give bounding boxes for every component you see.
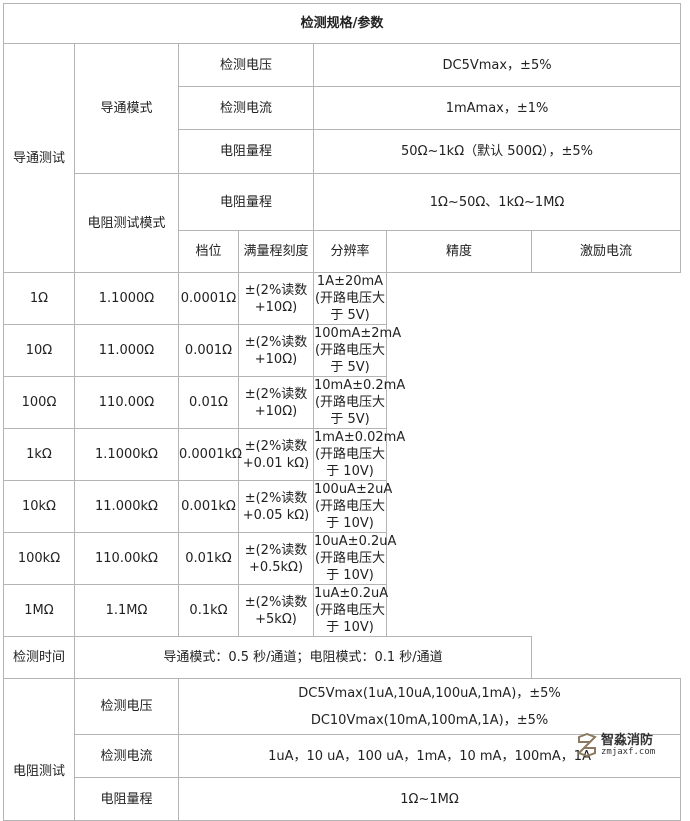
table-row: 1Ω 1.1000Ω 0.0001Ω ±(2%读数+10Ω) 1A±20mA (开路电压大… (3, 272, 681, 325)
resistance-mode-label: 电阻测试模式 (74, 173, 179, 273)
logo-icon (577, 733, 597, 757)
excitation-current: 10mA±0.2mA (314, 378, 406, 393)
table-cell: 10Ω (3, 324, 75, 377)
table-cell: 100uA±2uA (开路电压大于 10V) (313, 480, 393, 533)
column-header: 档位 (178, 230, 239, 273)
row-value: DC5Vmax，±5% (312, 43, 682, 87)
row-key: 电阻量程 (178, 129, 314, 174)
column-header: 分辨率 (313, 230, 387, 273)
row-value: 1mAmax，±1% (312, 86, 682, 130)
table-cell: 100Ω (3, 376, 75, 429)
open-circuit-voltage: (开路电压大于 5V) (314, 395, 386, 427)
table-cell: 1.1MΩ (74, 584, 179, 637)
table-cell: 0.01Ω (178, 376, 239, 429)
table-cell: ±(2%读数+10Ω) (238, 272, 314, 325)
table-cell: ±(2%读数+10Ω) (238, 376, 314, 429)
row-key: 检测电流 (178, 86, 314, 130)
table-row: 100kΩ 110.00kΩ 0.01kΩ ±(2%读数+0.5kΩ) 10uA±0.2… (3, 532, 681, 585)
table-row: 10kΩ 11.000kΩ 0.001kΩ ±(2%读数+0.05 kΩ) 100uA±… (3, 480, 681, 533)
row-value: 50Ω~1kΩ（默认 500Ω），±5% (312, 129, 682, 174)
table-row: 1kΩ 1.1000kΩ 0.0001kΩ ±(2%读数+0.01 kΩ) 1mA±0.… (3, 428, 681, 481)
row-key: 检测电压 (178, 43, 314, 87)
continuity-mode-label: 导通模式 (74, 43, 179, 174)
row-value: DC5Vmax(1uA,10uA,100uA,1mA)，±5% DC10Vmax(… (177, 678, 682, 735)
table-cell: 0.01kΩ (178, 532, 239, 585)
table-cell: ±(2%读数+0.05 kΩ) (238, 480, 314, 533)
excitation-current: 1mA±0.02mA (314, 430, 406, 445)
voltage-line-2: DC10Vmax(10mA,100mA,1A)，±5% (310, 712, 549, 728)
row-key: 电阻量程 (74, 777, 179, 821)
row-value: 1Ω~50Ω、1kΩ~1MΩ (312, 173, 682, 231)
open-circuit-voltage: (开路电压大于 10V) (314, 551, 386, 583)
watermark-name: 智淼消防 (601, 732, 654, 748)
table-cell: 10kΩ (3, 480, 75, 533)
table-cell: 110.00kΩ (74, 532, 179, 585)
table-cell: 10mA±0.2mA (开路电压大于 5V) (313, 376, 406, 429)
row-key: 检测电压 (74, 678, 179, 735)
open-circuit-voltage: (开路电压大于 10V) (314, 499, 386, 531)
table-cell: 1.1000kΩ (74, 428, 179, 481)
table-cell: 0.001Ω (178, 324, 239, 377)
table-row: 1MΩ 1.1MΩ 0.1kΩ ±(2%读数+5kΩ) 1uA±0.2uA (开路电压大于… (3, 584, 681, 637)
watermark: 智淼消防 zmjaxf.com (576, 733, 655, 757)
table-title: 检测规格/参数 (2, 3, 682, 44)
column-header: 精度 (386, 230, 532, 273)
row-value: 导通模式：0.5 秒/通道；电阻模式：0.1 秒/通道 (74, 636, 532, 679)
excitation-current: 100mA±2mA (314, 326, 402, 341)
table-cell: 0.1kΩ (178, 584, 239, 637)
column-header: 激励电流 (530, 230, 682, 273)
open-circuit-voltage: (开路电压大于 10V) (314, 447, 386, 479)
excitation-current: 10uA±0.2uA (314, 534, 397, 549)
table-cell: 100kΩ (3, 532, 75, 585)
table-cell: ±(2%读数+0.01 kΩ) (238, 428, 314, 481)
table-cell: 100mA±2mA (开路电压大于 5V) (313, 324, 402, 377)
table-cell: 0.0001kΩ (178, 428, 242, 481)
open-circuit-voltage: (开路电压大于 5V) (314, 291, 386, 323)
table-cell: 1uA±0.2uA (开路电压大于 10V) (313, 584, 389, 637)
open-circuit-voltage: (开路电压大于 5V) (314, 343, 386, 375)
continuity-test-label: 导通测试 (3, 43, 75, 273)
row-value: 1Ω~1MΩ (177, 777, 682, 821)
table-cell: ±(2%读数+10Ω) (238, 324, 314, 377)
table-cell: 1MΩ (3, 584, 75, 637)
table-cell: ±(2%读数+0.5kΩ) (238, 532, 314, 585)
table-cell: ±(2%读数+5kΩ) (238, 584, 314, 637)
voltage-line-1: DC5Vmax(1uA,10uA,100uA,1mA)，±5% (298, 685, 561, 701)
open-circuit-voltage: (开路电压大于 10V) (314, 603, 386, 635)
table-cell: 1kΩ (3, 428, 75, 481)
spec-table: 检测规格/参数 导通测试 导通模式 检测电压 DC5Vmax，±5% 检测电流 … (2, 3, 682, 821)
table-cell: 1mA±0.02mA (开路电压大于 10V) (313, 428, 406, 481)
table-cell: 0.0001Ω (178, 272, 239, 325)
table-cell: 11.000Ω (74, 324, 179, 377)
watermark-url: zmjaxf.com (601, 746, 656, 757)
table-row: 10Ω 11.000Ω 0.001Ω ±(2%读数+10Ω) 100mA±2mA (开路电… (3, 324, 681, 377)
table-cell: 0.001kΩ (178, 480, 239, 533)
table-row: 100Ω 110.00Ω 0.01Ω ±(2%读数+10Ω) 10mA±0.2mA (开路… (3, 376, 681, 429)
excitation-current: 1uA±0.2uA (314, 586, 389, 601)
resistance-test-label: 电阻测试 (3, 678, 75, 821)
table-cell: 11.000kΩ (74, 480, 179, 533)
table-cell: 1.1000Ω (74, 272, 179, 325)
row-key: 检测时间 (3, 636, 75, 679)
row-key: 电阻量程 (178, 173, 314, 231)
table-cell: 1A±20mA (开路电压大于 5V) (313, 272, 387, 325)
table-cell: 110.00Ω (74, 376, 179, 429)
table-cell: 10uA±0.2uA (开路电压大于 10V) (313, 532, 397, 585)
column-header: 满量程刻度 (238, 230, 314, 273)
excitation-current: 100uA±2uA (314, 482, 393, 497)
table-cell: 1Ω (3, 272, 75, 325)
excitation-current: 1A±20mA (316, 274, 384, 289)
row-key: 检测电流 (74, 734, 179, 778)
